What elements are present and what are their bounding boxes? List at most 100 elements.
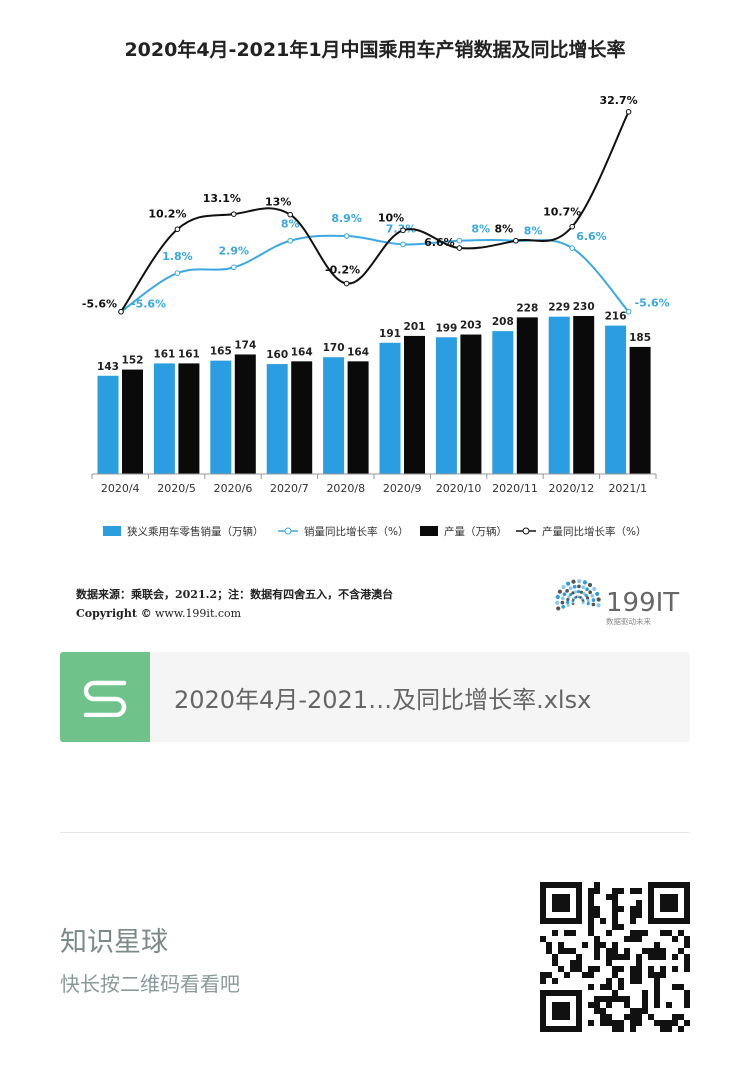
bar-retail-sales (605, 325, 627, 474)
line-production-yoy (120, 111, 630, 313)
bar-retail-sales (153, 363, 175, 474)
line-point (343, 233, 350, 239)
source-line: 数据来源：乘联会，2021.2；注：数据有四舍五入，不含港澳台 (76, 587, 393, 601)
line-point (400, 227, 406, 234)
line-value-label: 1.8% (162, 250, 193, 263)
line-value-label: -5.6% (635, 297, 670, 310)
line-point (625, 308, 632, 315)
x-tick-label: 2021/1 (608, 482, 647, 495)
logo-dot (566, 600, 570, 604)
logo-dot (592, 586, 597, 592)
logo-dot (577, 579, 582, 584)
line-value-label: 13.1% (203, 192, 241, 205)
logo-dot (577, 590, 581, 594)
logo-dot (560, 600, 565, 605)
bar-retail-sales (323, 357, 345, 474)
logo-dot (566, 603, 570, 607)
line-value-label: 8% (524, 225, 543, 238)
logo-dot (585, 596, 590, 600)
planet-subtitle: 快长按二维码看看吧 (60, 972, 240, 996)
bar-production (178, 363, 200, 474)
line-point (231, 211, 237, 217)
x-tick-label: 2020/12 (549, 482, 595, 495)
planet-title: 知识星球 (60, 927, 168, 958)
bar-retail-sales (379, 342, 401, 474)
x-tick-label: 2020/4 (101, 482, 140, 495)
line-point (343, 280, 350, 287)
logo-dot (566, 581, 571, 586)
bar-retail-sales (548, 316, 570, 474)
bar-value-label: 230 (573, 301, 595, 313)
logo-dot (584, 593, 588, 598)
bar-production (404, 335, 425, 474)
brand-tagline: 数据驱动未来 (606, 616, 651, 626)
line-point (513, 237, 519, 244)
logo-dot (585, 587, 589, 592)
chart-legend: 狭义乘用车零售销量（万辆） 销量同比增长率（%） 产量（万辆） 产量同比增长率（%） (103, 525, 646, 538)
line-point (118, 308, 124, 315)
file-attachment-card[interactable]: 2020年4月-2021…及同比增长率.xlsx (60, 652, 690, 742)
legend-label: 狭义乘用车零售销量（万辆） (127, 525, 264, 538)
x-tick-label: 2020/6 (214, 482, 253, 495)
logo-dot (565, 588, 569, 593)
legend-label: 产量同比增长率（%） (542, 525, 646, 538)
bar-value-label: 164 (291, 346, 313, 358)
line-point (287, 211, 294, 218)
bar-value-label: 152 (122, 355, 144, 367)
divider (60, 832, 690, 833)
line-point (569, 245, 576, 251)
bar-retail-sales (210, 360, 232, 474)
x-tick-label: 2020/7 (270, 482, 309, 495)
logo-dot (568, 586, 573, 591)
bar-value-label: 228 (516, 302, 538, 314)
chart-title: 2020年4月-2021年1月中国乘用车产销数据及同比增长率 (124, 38, 625, 61)
bar-production (460, 334, 482, 474)
x-tick-label: 2020/10 (436, 482, 482, 495)
line-value-label: 10% (378, 211, 404, 224)
line-value-label: 8.9% (331, 212, 362, 225)
line-value-label: 32.7% (600, 94, 638, 107)
bar-value-label: 203 (460, 320, 482, 332)
line-point (456, 237, 463, 244)
line-value-label: 6.6% (424, 236, 455, 249)
bar-retail-sales (435, 337, 457, 474)
logo-dot (561, 596, 565, 601)
bar-retail-sales (492, 331, 514, 474)
logo-dot (581, 585, 586, 590)
logo-dot (591, 598, 596, 602)
logo-dot (566, 597, 570, 602)
bar-retail-sales (97, 375, 119, 474)
logo-dot (572, 584, 577, 589)
logo-dots-icon (555, 579, 601, 611)
logo-dot (586, 599, 590, 603)
bar-production (122, 369, 143, 474)
line-value-label: 8% (471, 223, 490, 236)
x-tick-label: 2020/5 (157, 482, 196, 495)
bar-value-label: 161 (153, 348, 175, 360)
bar-value-label: 229 (548, 302, 570, 314)
logo-dot (595, 591, 600, 597)
line-value-label: -5.6% (131, 298, 166, 311)
bar-value-label: 160 (266, 349, 288, 361)
line-point (400, 241, 406, 248)
brand-logo: 199IT 数据驱动未来 (555, 579, 679, 626)
line-value-label: -5.6% (82, 298, 117, 311)
line-value-label: 8% (494, 223, 513, 236)
line-point (231, 264, 237, 271)
bar-value-label: 185 (629, 332, 651, 344)
chart-container: 2020年4月-2021年1月中国乘用车产销数据及同比增长率 143 152 161… (76, 38, 679, 626)
logo-dot (590, 594, 595, 598)
logo-dot (579, 590, 584, 594)
logo-dot (586, 602, 590, 606)
logo-dot (582, 580, 588, 585)
logo-dot (596, 603, 601, 608)
bar-value-label: 164 (347, 346, 369, 358)
qr-code-icon[interactable] (540, 882, 690, 1032)
x-tick-label: 2020/11 (492, 482, 538, 495)
logo-dot (569, 592, 573, 597)
brand-name: 199IT (606, 588, 679, 618)
logo-dot (567, 595, 571, 599)
bar-production (347, 361, 369, 474)
legend-swatch (420, 526, 438, 536)
